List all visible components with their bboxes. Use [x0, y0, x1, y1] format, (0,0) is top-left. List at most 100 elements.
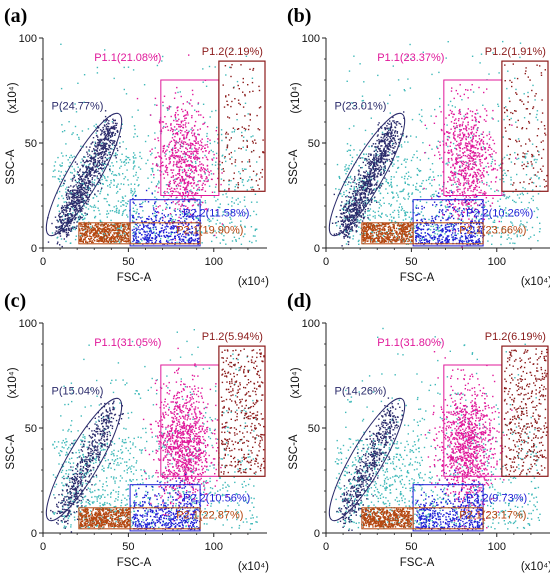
- event-dot: [104, 136, 106, 138]
- event-dot: [91, 158, 93, 160]
- event-dot: [65, 211, 67, 213]
- event-dot: [51, 232, 54, 234]
- event-dot: [103, 132, 105, 134]
- event-dot: [195, 162, 197, 164]
- event-dot: [99, 232, 101, 234]
- event-dot: [97, 232, 99, 235]
- event-dot: [80, 189, 82, 191]
- event-dot: [485, 201, 487, 204]
- event-dot: [83, 74, 86, 76]
- event-dot: [368, 153, 370, 155]
- event-dot: [472, 91, 475, 93]
- event-dot: [184, 155, 186, 158]
- event-dot: [77, 194, 80, 197]
- event-dot: [144, 233, 146, 236]
- event-dot: [154, 210, 156, 212]
- event-dot: [94, 160, 97, 162]
- event-dot: [73, 192, 75, 194]
- event-dot: [135, 194, 137, 197]
- event-dot: [70, 154, 72, 157]
- event-dot: [61, 216, 63, 218]
- event-dot: [202, 81, 204, 83]
- event-dot: [94, 142, 97, 144]
- event-dot: [94, 171, 96, 173]
- event-dot: [397, 194, 399, 196]
- event-dot: [182, 120, 184, 122]
- event-dot: [85, 196, 87, 198]
- event-dot: [132, 207, 134, 209]
- event-dot: [194, 169, 196, 172]
- event-dot: [80, 186, 83, 188]
- event-dot: [440, 201, 443, 203]
- event-dot: [110, 126, 113, 128]
- event-dot: [394, 141, 397, 144]
- event-dot: [79, 230, 81, 232]
- event-dot: [116, 154, 118, 156]
- event-dot: [376, 201, 378, 203]
- event-dot: [76, 182, 79, 184]
- event-dot: [395, 122, 397, 125]
- event-dot: [171, 149, 173, 152]
- event-dot: [148, 187, 150, 190]
- event-dot: [221, 155, 223, 157]
- event-dot: [159, 239, 162, 242]
- event-dot: [97, 200, 99, 202]
- event-dot: [358, 226, 360, 228]
- event-dot: [177, 191, 179, 193]
- event-dot: [224, 156, 226, 158]
- event-dot: [455, 183, 457, 185]
- event-dot: [187, 192, 190, 194]
- event-dot: [354, 182, 356, 184]
- event-dot: [160, 217, 162, 219]
- event-dot: [201, 147, 203, 149]
- event-dot: [508, 97, 510, 99]
- event-dot: [149, 229, 151, 232]
- event-dot: [539, 185, 541, 187]
- event-dot: [445, 57, 447, 59]
- event-dot: [397, 213, 400, 216]
- event-dot: [226, 146, 229, 148]
- event-dot: [93, 175, 95, 177]
- event-dot: [177, 208, 179, 210]
- event-dot: [154, 233, 156, 235]
- event-dot: [124, 164, 126, 166]
- event-dot: [96, 166, 99, 169]
- event-dot: [375, 153, 377, 155]
- event-dot: [179, 174, 181, 176]
- event-dot: [72, 186, 74, 188]
- event-dot: [169, 223, 171, 225]
- event-dot: [359, 233, 361, 236]
- event-dot: [78, 184, 80, 187]
- event-dot: [389, 152, 391, 154]
- event-dot: [219, 206, 221, 209]
- event-dot: [87, 128, 90, 130]
- event-dot: [527, 165, 529, 168]
- event-dot: [393, 209, 396, 212]
- event-dot: [181, 197, 184, 199]
- event-dot: [164, 166, 167, 168]
- event-dot: [339, 216, 341, 218]
- event-dot: [84, 171, 86, 174]
- event-dot: [403, 197, 405, 199]
- event-dot: [74, 103, 76, 105]
- event-dot: [440, 157, 443, 159]
- event-dot: [240, 224, 242, 226]
- event-dot: [82, 180, 84, 182]
- event-dot: [230, 151, 232, 154]
- event-dot: [91, 177, 94, 179]
- event-dot: [369, 214, 371, 216]
- event-dot: [361, 184, 363, 187]
- event-dot: [82, 186, 84, 189]
- event-dot: [168, 181, 170, 184]
- event-dot: [409, 211, 412, 213]
- event-dot: [91, 206, 93, 208]
- event-dot: [165, 234, 168, 237]
- event-dot: [506, 154, 508, 156]
- event-dot: [436, 145, 438, 148]
- event-dot: [195, 150, 197, 153]
- event-dot: [157, 139, 160, 142]
- event-dot: [76, 196, 78, 198]
- event-dot: [228, 187, 230, 190]
- event-dot: [105, 145, 107, 147]
- event-dot: [219, 222, 221, 224]
